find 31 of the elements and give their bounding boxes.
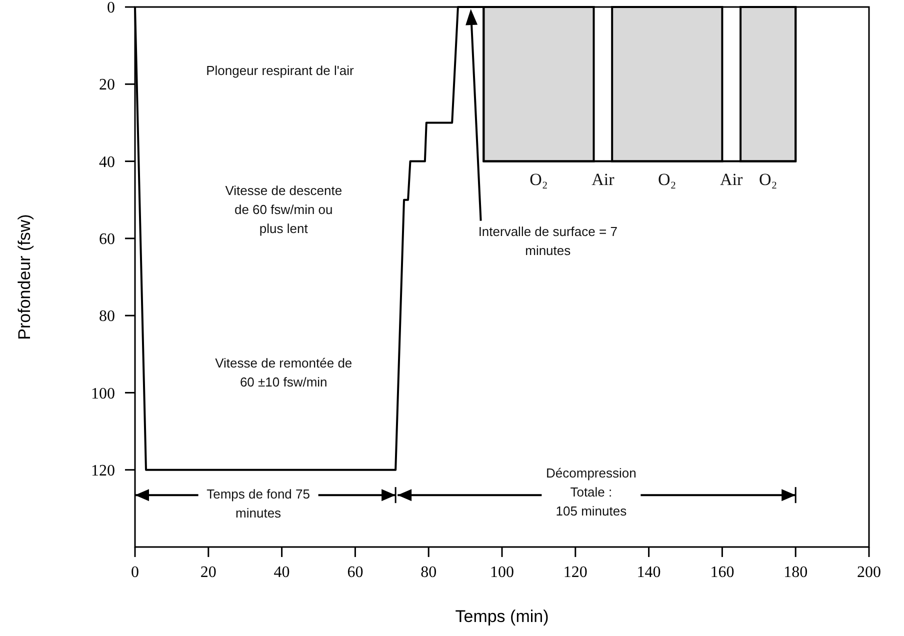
- x-tick-label: 180: [784, 564, 808, 581]
- y-tick-label: 120: [91, 462, 115, 480]
- annotation: O₂: [658, 170, 676, 190]
- x-tick-label: 80: [420, 564, 437, 581]
- x-tick-label: 60: [347, 564, 364, 581]
- annotation: Air: [592, 170, 615, 190]
- x-tick-label: 40: [274, 564, 290, 581]
- y-tick-label: 40: [99, 154, 115, 171]
- x-tick-label: 200: [857, 564, 881, 581]
- annotation: O₂: [758, 170, 778, 190]
- y-tick-label: 0: [107, 0, 115, 17]
- y-tick-label: 80: [99, 308, 115, 326]
- annotation: Vitesse de descente de 60 fsw/min ou plus lent: [225, 183, 342, 236]
- annotation: Décompression Totale : 105 minutes: [546, 465, 636, 518]
- x-tick-label: 20: [200, 564, 216, 581]
- annotation: Air: [720, 170, 744, 190]
- annotation: Temps de fond 75 minutes: [206, 486, 310, 521]
- y-tick-label: 100: [91, 385, 115, 402]
- x-tick-label: 140: [636, 564, 661, 581]
- annotation: O₂: [530, 170, 548, 190]
- x-tick-label: 120: [563, 564, 588, 581]
- annotation: Intervalle de surface = 7 minutes: [478, 224, 618, 258]
- x-tick-label: 0: [131, 564, 139, 581]
- y-axis-title: Profondeur (fsw): [15, 214, 34, 340]
- y-tick-label: 20: [99, 76, 115, 94]
- x-tick-label: 160: [710, 564, 734, 581]
- x-axis-title: Temps (min): [455, 607, 549, 626]
- y-tick-label: 60: [99, 231, 115, 248]
- annotation: Plongeur respirant de l'air: [206, 62, 354, 78]
- annotation: Vitesse de remontée de 60 ±10 fsw/min: [215, 355, 352, 390]
- x-tick-label: 100: [490, 564, 514, 581]
